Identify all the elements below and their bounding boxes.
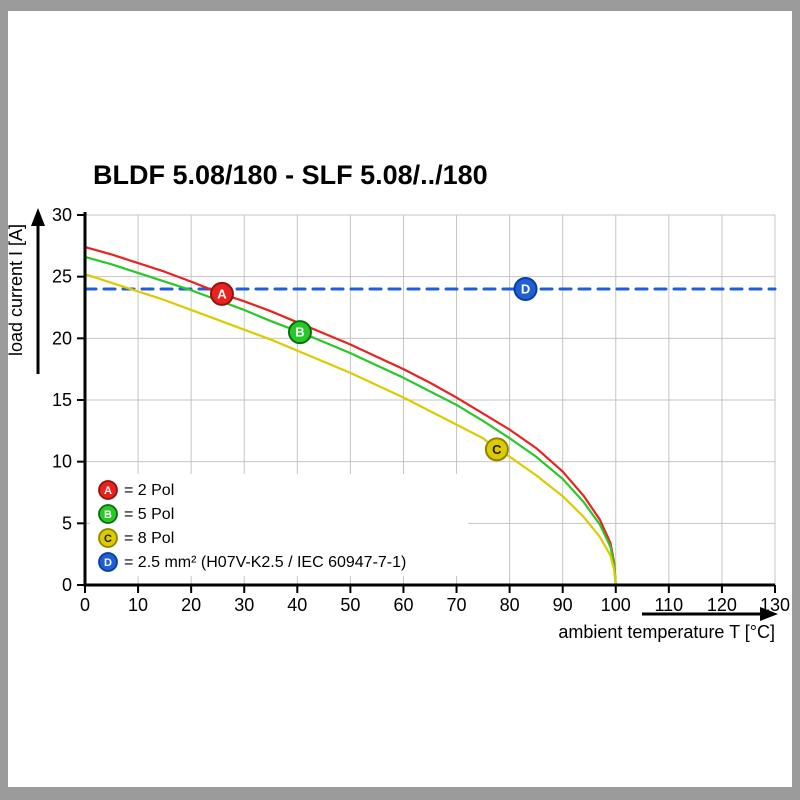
curve-A xyxy=(83,245,617,587)
legend-marker-letter-B: B xyxy=(104,509,112,521)
marker-A xyxy=(209,281,234,306)
y-tick-label: 5 xyxy=(62,513,72,533)
legend-marker-B xyxy=(98,504,118,524)
x-axis-label: ambient temperature T [°C] xyxy=(558,622,775,642)
legend-marker-C xyxy=(98,528,118,548)
x-tick-label: 50 xyxy=(340,595,360,615)
x-tick-label: 60 xyxy=(393,595,413,615)
legend: A = 2 Pol B = 5 Pol C = 8 Pol D = 2.5 mm² (H07V… xyxy=(98,480,406,572)
marker-C xyxy=(484,437,509,462)
legend-marker-letter-D: D xyxy=(104,557,112,569)
marker-letter-D: D xyxy=(521,282,530,297)
x-tick-label: 40 xyxy=(287,595,307,615)
legend-label-A: = 2 Pol xyxy=(124,482,174,499)
y-tick-label: 25 xyxy=(52,267,72,287)
x-tick-label: 30 xyxy=(234,595,254,615)
legend-label-D: = 2.5 mm² (H07V-K2.5 / IEC 60947-7-1) xyxy=(124,554,406,571)
legend-marker-letter-C: C xyxy=(104,533,112,545)
page-background xyxy=(8,11,792,787)
marker-letter-C: C xyxy=(492,442,502,457)
x-tick-label: 10 xyxy=(128,595,148,615)
y-tick-label: 10 xyxy=(52,452,72,472)
x-tick-label: 20 xyxy=(181,595,201,615)
axes-layer: 0 5 10 15 20 25 30 0 10 20 30 40 50 60 70 80 90 100 110 120… xyxy=(52,205,790,615)
y-tick-label: 20 xyxy=(52,328,72,348)
y-tick-label: 15 xyxy=(52,390,72,410)
legend-marker-letter-A: A xyxy=(104,485,112,497)
curves-layer xyxy=(83,245,617,587)
legend-background xyxy=(90,474,468,576)
legend-backdrop xyxy=(90,474,468,576)
y-tick-label: 0 xyxy=(62,575,72,595)
x-tick-label: 110 xyxy=(654,595,683,615)
marker-B xyxy=(287,320,312,345)
curve-B xyxy=(83,255,617,587)
legend-marker-A xyxy=(98,480,118,500)
legend-label-B: = 5 Pol xyxy=(124,506,174,523)
legend-marker-D xyxy=(98,552,118,572)
chart-title: BLDF 5.08/180 - SLF 5.08/../180 xyxy=(93,160,488,190)
curve-markers-layer: A B C D xyxy=(209,277,538,462)
marker-letter-A: A xyxy=(217,286,227,301)
x-tick-label: 120 xyxy=(707,595,737,615)
y-axis-label: load current I [A] xyxy=(6,224,26,356)
marker-D xyxy=(513,277,538,301)
x-tick-label: 90 xyxy=(553,595,573,615)
y-tick-label: 30 xyxy=(52,205,72,225)
x-tick-label: 80 xyxy=(500,595,520,615)
y-axis-arrow-icon xyxy=(31,208,45,374)
curve-C xyxy=(83,273,617,587)
x-axis-arrow-icon xyxy=(642,607,778,621)
marker-letter-B: B xyxy=(295,325,304,340)
x-tick-label: 70 xyxy=(447,595,467,615)
x-tick-label: 0 xyxy=(80,595,90,615)
x-tick-label: 100 xyxy=(601,595,631,615)
legend-label-C: = 8 Pol xyxy=(124,530,174,547)
